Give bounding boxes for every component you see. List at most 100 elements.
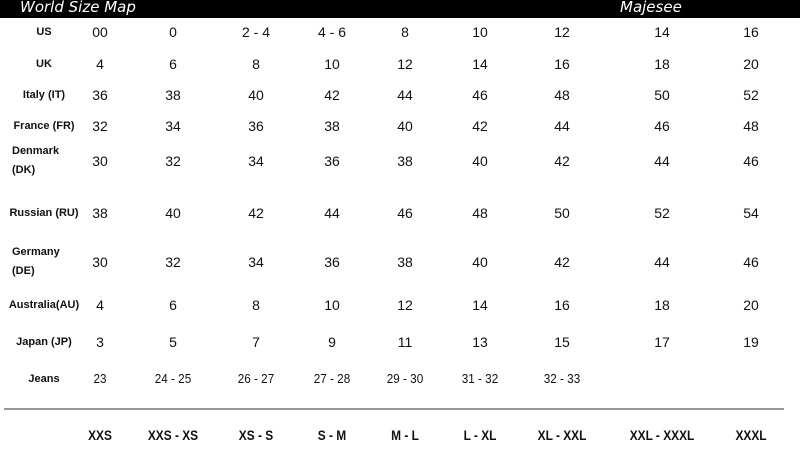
table-cell: 9 xyxy=(328,334,336,350)
row-label: France (FR) xyxy=(13,120,75,132)
table-cell: 34 xyxy=(165,118,181,134)
table-cell: 5 xyxy=(169,334,177,350)
table-cell: 52 xyxy=(654,205,670,221)
table-cell: 42 xyxy=(324,87,340,103)
table-cell: 8 xyxy=(252,297,260,313)
table-cell: 15 xyxy=(554,334,570,350)
table-cell: 38 xyxy=(397,254,413,270)
table-cell: 8 xyxy=(401,24,409,40)
table-cell: 31 - 32 xyxy=(461,371,499,386)
table-cell: 38 xyxy=(397,153,413,169)
table-cell: 12 xyxy=(397,297,413,313)
table-cell: 4 xyxy=(96,297,104,313)
table-cell: 36 xyxy=(324,153,340,169)
row-label: Italy (IT) xyxy=(22,89,66,101)
table-cell: 10 xyxy=(324,56,340,72)
table-cell: 20 xyxy=(743,297,759,313)
table-cell: 12 xyxy=(554,24,570,40)
size-label: S - M xyxy=(317,427,347,443)
table-cell: 46 xyxy=(472,87,488,103)
table-cell: 17 xyxy=(654,334,670,350)
table-cell: 38 xyxy=(92,205,108,221)
table-cell: 50 xyxy=(554,205,570,221)
table-cell: 7 xyxy=(252,334,260,350)
table-cell: 29 - 30 xyxy=(386,371,424,386)
table-cell: 00 xyxy=(92,24,108,40)
size-label: XXS xyxy=(88,427,112,443)
table-cell: 12 xyxy=(397,56,413,72)
table-cell: 48 xyxy=(554,87,570,103)
table-cell: 23 xyxy=(93,371,107,386)
table-cell: 24 - 25 xyxy=(154,371,192,386)
table-cell: 34 xyxy=(248,254,264,270)
table-cell: 40 xyxy=(165,205,181,221)
table-cell: 48 xyxy=(472,205,488,221)
table-cell: 16 xyxy=(554,56,570,72)
size-label: XXL - XXXL xyxy=(629,427,695,443)
table-cell: 52 xyxy=(743,87,759,103)
table-cell: 4 - 6 xyxy=(317,24,346,40)
table-cell: 6 xyxy=(169,56,177,72)
table-cell: 36 xyxy=(248,118,264,134)
table-cell: 36 xyxy=(92,87,108,103)
table-cell: 48 xyxy=(743,118,759,134)
table-cell: 4 xyxy=(96,56,104,72)
size-label: XS - S xyxy=(238,427,274,443)
size-label: XXXL xyxy=(735,427,767,443)
table-cell: 16 xyxy=(554,297,570,313)
size-label: L - XL xyxy=(463,427,497,443)
table-cell: 30 xyxy=(92,254,108,270)
table-cell: 44 xyxy=(654,254,670,270)
brand-name: Majesee xyxy=(620,0,682,16)
table-cell: 46 xyxy=(743,254,759,270)
table-cell: 19 xyxy=(743,334,759,350)
table-cell: 14 xyxy=(654,24,670,40)
table-cell: 13 xyxy=(472,334,488,350)
table-cell: 32 xyxy=(165,153,181,169)
table-cell: 10 xyxy=(324,297,340,313)
row-label: Russian (RU) xyxy=(9,207,79,219)
page-title: World Size Map xyxy=(20,0,136,16)
table-cell: 42 xyxy=(248,205,264,221)
table-cell: 6 xyxy=(169,297,177,313)
table-cell: 30 xyxy=(92,153,108,169)
table-cell: 46 xyxy=(397,205,413,221)
divider xyxy=(4,408,784,410)
row-label: Japan (JP) xyxy=(16,336,72,348)
table-cell: 18 xyxy=(654,297,670,313)
table-cell: 38 xyxy=(165,87,181,103)
table-cell: 40 xyxy=(472,153,488,169)
table-cell: 44 xyxy=(324,205,340,221)
table-cell: 32 xyxy=(165,254,181,270)
table-cell: 42 xyxy=(554,153,570,169)
table-cell: 40 xyxy=(248,87,264,103)
table-cell: 14 xyxy=(472,297,488,313)
table-cell: 0 xyxy=(169,24,177,40)
row-label: Denmark (DK) xyxy=(12,145,60,176)
table-cell: 32 - 33 xyxy=(543,371,581,386)
table-cell: 32 xyxy=(92,118,108,134)
row-label: Germany (DE) xyxy=(12,246,60,277)
table-cell: 3 xyxy=(96,334,104,350)
table-cell: 38 xyxy=(324,118,340,134)
table-cell: 42 xyxy=(472,118,488,134)
table-cell: 50 xyxy=(654,87,670,103)
table-cell: 46 xyxy=(654,118,670,134)
table-cell: 54 xyxy=(743,205,759,221)
table-cell: 11 xyxy=(397,334,413,350)
table-cell: 10 xyxy=(472,24,488,40)
row-label: Australia(AU) xyxy=(8,299,80,311)
row-label: UK xyxy=(36,58,52,70)
table-cell: 20 xyxy=(743,56,759,72)
table-cell: 44 xyxy=(654,153,670,169)
size-label: M - L xyxy=(391,427,419,443)
table-cell: 40 xyxy=(397,118,413,134)
table-cell: 14 xyxy=(472,56,488,72)
table-cell: 16 xyxy=(743,24,759,40)
table-cell: 44 xyxy=(397,87,413,103)
row-label: Jeans xyxy=(28,373,60,385)
table-cell: 26 - 27 xyxy=(237,371,275,386)
size-label: XXS - XS xyxy=(147,427,199,443)
table-cell: 44 xyxy=(554,118,570,134)
row-label: US xyxy=(36,26,52,38)
